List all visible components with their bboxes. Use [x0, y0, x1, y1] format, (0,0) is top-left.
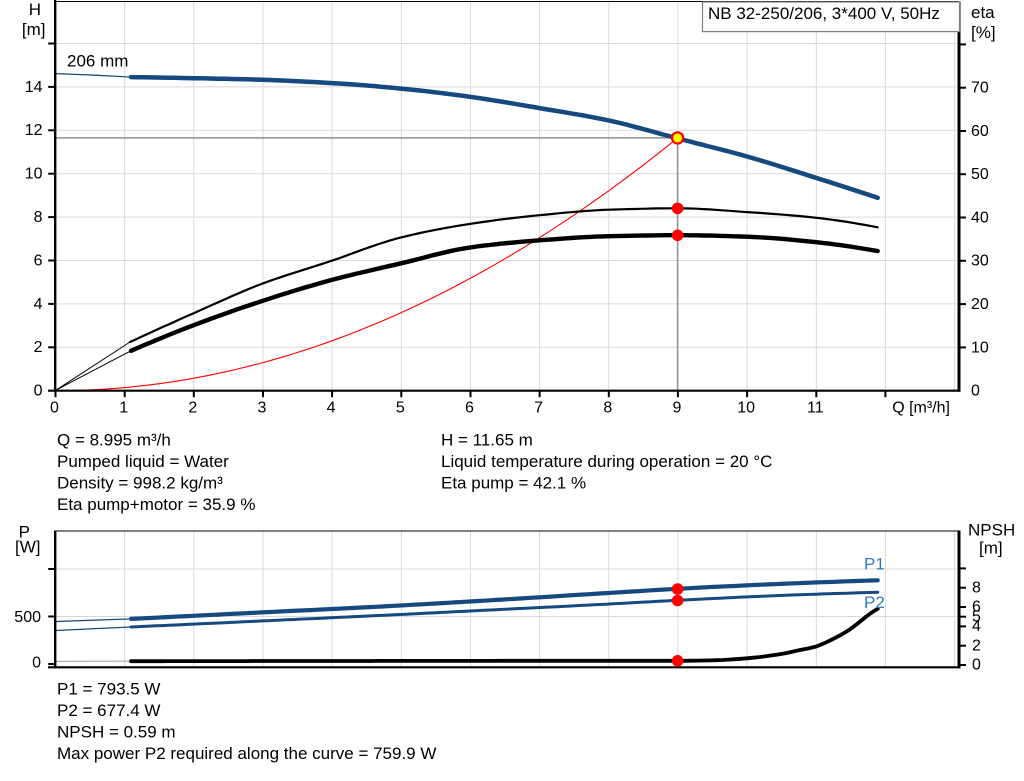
svg-text:[m]: [m] — [979, 539, 1003, 558]
svg-text:Eta pump+motor = 35.9 %: Eta pump+motor = 35.9 % — [57, 495, 255, 514]
svg-text:0: 0 — [50, 399, 59, 416]
svg-text:6: 6 — [972, 599, 981, 616]
svg-text:H = 11.65 m: H = 11.65 m — [441, 430, 533, 449]
svg-text:Q = 8.995 m³/h: Q = 8.995 m³/h — [57, 430, 171, 449]
svg-text:2: 2 — [34, 339, 43, 356]
svg-text:60: 60 — [971, 123, 989, 140]
svg-text:500: 500 — [14, 609, 41, 626]
svg-text:0: 0 — [971, 383, 980, 400]
svg-text:P: P — [19, 522, 30, 541]
svg-text:P1 = 793.5 W: P1 = 793.5 W — [57, 679, 160, 698]
svg-text:Q [m³/h]: Q [m³/h] — [892, 399, 950, 416]
svg-text:4: 4 — [34, 296, 43, 313]
svg-text:12: 12 — [25, 122, 43, 139]
svg-text:[%]: [%] — [971, 23, 996, 42]
svg-text:50: 50 — [971, 166, 989, 183]
svg-text:P2 = 677.4 W: P2 = 677.4 W — [57, 701, 160, 720]
svg-text:6: 6 — [34, 252, 43, 269]
svg-text:70: 70 — [971, 80, 989, 97]
svg-text:NB 32-250/206, 3*400 V, 50Hz: NB 32-250/206, 3*400 V, 50Hz — [708, 4, 940, 23]
svg-text:2: 2 — [188, 399, 197, 416]
svg-text:9: 9 — [672, 399, 681, 416]
svg-text:2: 2 — [972, 637, 981, 654]
svg-text:14: 14 — [25, 79, 43, 96]
svg-text:NPSH = 0.59 m: NPSH = 0.59 m — [57, 722, 176, 741]
svg-text:4: 4 — [972, 618, 981, 635]
svg-text:8: 8 — [972, 579, 981, 596]
svg-text:11: 11 — [807, 399, 824, 416]
svg-text:5: 5 — [396, 399, 405, 416]
svg-text:8: 8 — [603, 399, 612, 416]
svg-text:Pumped liquid = Water: Pumped liquid = Water — [57, 452, 229, 471]
svg-text:206 mm: 206 mm — [67, 52, 128, 71]
svg-text:40: 40 — [971, 209, 989, 226]
svg-text:6: 6 — [465, 399, 474, 416]
svg-text:5: 5 — [972, 608, 981, 625]
svg-text:NPSH: NPSH — [968, 520, 1015, 539]
svg-text:Density = 998.2 kg/m³: Density = 998.2 kg/m³ — [57, 473, 223, 492]
svg-text:H: H — [29, 0, 41, 19]
svg-text:30: 30 — [971, 253, 989, 270]
svg-text:7: 7 — [534, 399, 543, 416]
svg-text:3: 3 — [258, 399, 267, 416]
svg-text:1: 1 — [119, 399, 128, 416]
svg-text:0: 0 — [34, 383, 43, 400]
svg-text:10: 10 — [25, 166, 43, 183]
svg-text:P1: P1 — [864, 555, 885, 574]
svg-text:[W]: [W] — [15, 538, 41, 557]
svg-text:10: 10 — [737, 399, 755, 416]
svg-text:0: 0 — [32, 655, 41, 672]
svg-text:P2: P2 — [864, 593, 885, 612]
svg-text:20: 20 — [971, 296, 989, 313]
svg-text:Max power P2 required along th: Max power P2 required along the curve = … — [57, 744, 436, 763]
svg-text:[m]: [m] — [22, 20, 46, 39]
svg-text:10: 10 — [971, 339, 989, 356]
svg-text:0: 0 — [972, 657, 981, 674]
svg-text:eta: eta — [971, 3, 995, 22]
svg-text:Eta pump = 42.1 %: Eta pump = 42.1 % — [441, 473, 586, 492]
svg-text:4: 4 — [327, 399, 336, 416]
svg-text:8: 8 — [34, 209, 43, 226]
svg-text:Liquid temperature during oper: Liquid temperature during operation = 20… — [441, 452, 772, 471]
